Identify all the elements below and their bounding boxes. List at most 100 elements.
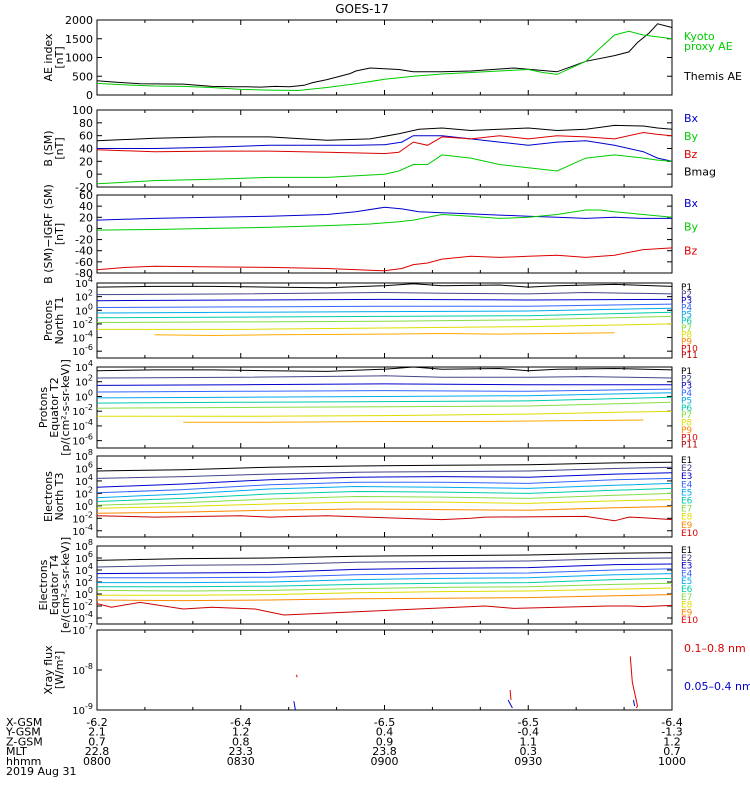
y-axis-label: Protons xyxy=(37,387,50,428)
date-label: 2019 Aug 31 xyxy=(6,765,76,778)
y-tick-label: 40 xyxy=(79,143,93,156)
channel-label-p7: P7 xyxy=(681,324,692,334)
series-p4-line xyxy=(96,388,673,393)
x-axis-value: 0.7 xyxy=(663,745,681,758)
channel-label-e2: E2 xyxy=(681,554,692,564)
x-axis-table: X-GSMY-GSMZ-GSMMLThhmm-6.22.10.722.80800… xyxy=(5,716,686,768)
channel-label-p6: P6 xyxy=(681,317,692,327)
x-axis-row-label: Y-GSM xyxy=(5,726,41,739)
y-tick-label: 102 xyxy=(75,374,93,389)
y-tick-label: 0 xyxy=(86,168,93,181)
x-axis-row-label: Z-GSM xyxy=(6,735,43,748)
series-e6-line xyxy=(97,577,673,588)
series-p3-line xyxy=(96,383,672,386)
x-axis-value: 0.7 xyxy=(88,735,106,748)
y-tick-label: 10-2 xyxy=(72,403,93,418)
y-tick-label: 80 xyxy=(79,117,93,130)
y-axis-label: [nT] xyxy=(53,137,66,159)
series-bz-line xyxy=(96,247,673,272)
series-0-05-0-4-nm-line xyxy=(633,699,636,707)
series-e9-line xyxy=(96,594,673,602)
y-tick-label: -80 xyxy=(75,267,93,280)
y-axis-label: Xray flux xyxy=(42,645,55,695)
channel-label-e7: E7 xyxy=(681,505,692,515)
series-e6-line xyxy=(96,487,673,502)
x-axis-value: 0.8 xyxy=(232,735,250,748)
series-bx-line xyxy=(97,135,673,162)
x-axis-value: -6.5 xyxy=(518,716,539,729)
x-axis-value: 23.3 xyxy=(229,745,254,758)
y-axis-label: Electrons xyxy=(42,471,55,522)
x-axis-value: 1.1 xyxy=(520,735,538,748)
y-tick-label: 100 xyxy=(72,104,93,117)
x-axis-value: 0800 xyxy=(83,755,111,768)
channel-label-p6: P6 xyxy=(681,404,692,414)
series-by-line xyxy=(96,154,673,185)
y-axis-label: Electrons xyxy=(37,559,50,610)
legend-by: By xyxy=(684,130,699,143)
series-e4-line xyxy=(97,568,673,579)
channel-label-p10: P10 xyxy=(681,344,698,354)
y-axis-label: [e/(cm²-s-sr-keV)] xyxy=(59,537,72,633)
y-tick-label: 100 xyxy=(75,388,93,403)
y-axis-label: B (SM) xyxy=(42,130,55,166)
x-axis-row-label: X-GSM xyxy=(6,716,42,729)
y-tick-label: 2000 xyxy=(65,14,93,27)
legend-proxy-ae: proxy AE xyxy=(684,40,733,53)
channel-label-e4: E4 xyxy=(681,480,693,490)
channel-label-e8: E8 xyxy=(681,601,693,611)
series-e1-line xyxy=(96,461,673,472)
y-tick-label: 1000 xyxy=(65,52,93,65)
legend-by: By xyxy=(684,221,699,234)
series-p2-line xyxy=(96,375,673,379)
series-e3-line xyxy=(96,472,673,488)
x-axis-value: -1.3 xyxy=(661,726,682,739)
y-tick-label: -60 xyxy=(75,256,93,269)
series-e3-line xyxy=(96,563,673,575)
channel-label-e8: E8 xyxy=(681,513,693,523)
x-axis-row-label: hhmm xyxy=(6,755,41,768)
series-p7-line xyxy=(96,315,673,323)
channel-label-p11: P11 xyxy=(681,441,698,451)
channel-label-p5: P5 xyxy=(681,310,692,320)
y-axis-label: Equator T2 xyxy=(48,377,61,437)
y-axis-label: [nT] xyxy=(53,46,66,68)
series-p3-line xyxy=(96,298,673,302)
legend-bx: Bx xyxy=(684,197,699,210)
series-p5-line xyxy=(96,307,673,314)
channel-label-p2: P2 xyxy=(681,290,692,300)
panel-frame xyxy=(96,629,673,711)
y-tick-label: 10-4 xyxy=(72,418,93,433)
series-p6-line xyxy=(96,311,673,319)
y-axis-label: Protons xyxy=(42,300,55,341)
series-p4-line xyxy=(96,303,673,308)
y-tick-label: -20 xyxy=(75,181,93,194)
y-tick-label: 10-9 xyxy=(72,702,93,717)
series-bx-line xyxy=(96,206,672,221)
channel-label-e1: E1 xyxy=(681,546,692,556)
series-p8-line xyxy=(97,410,673,417)
x-axis-value: 0.4 xyxy=(376,726,394,739)
y-tick-label: 1500 xyxy=(65,33,93,46)
y-tick-label: 500 xyxy=(72,70,93,83)
series-p1-line xyxy=(96,366,673,372)
x-axis-value: 0830 xyxy=(227,755,255,768)
channel-label-p8: P8 xyxy=(681,419,692,429)
series-0-1-0-8-nm-line xyxy=(629,656,639,709)
legend-bz: Bz xyxy=(684,244,698,257)
series-p7-line xyxy=(96,401,673,409)
y-tick-label: 20 xyxy=(79,155,93,168)
series-0-1-0-8-nm-line xyxy=(296,674,298,678)
series-e10-line xyxy=(96,601,673,616)
series-e7-line xyxy=(96,582,673,592)
x-axis-value: 2.1 xyxy=(88,726,106,739)
series-themis-ae-line xyxy=(96,23,673,88)
legend-bx: Bx xyxy=(684,112,699,125)
